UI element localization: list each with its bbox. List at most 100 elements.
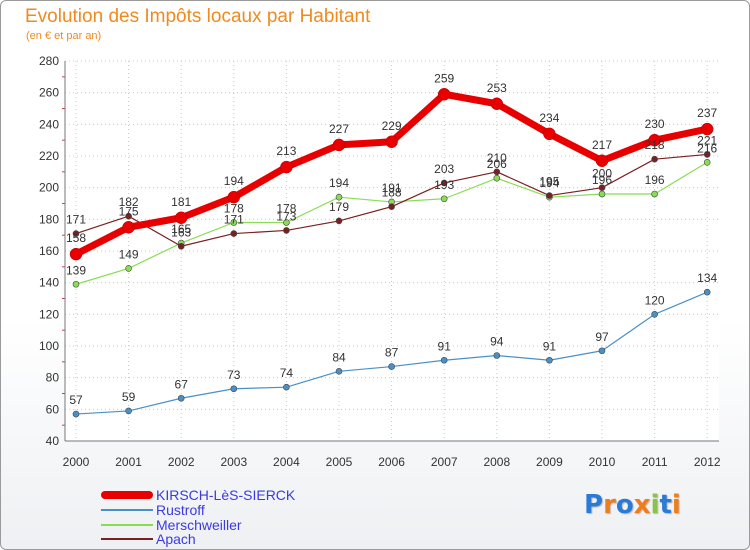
y-tick-label: 160 [39,244,59,258]
data-label: 97 [595,330,609,344]
data-point [283,383,290,391]
data-point [703,288,711,296]
data-label: 194 [539,176,559,190]
data-point [493,352,501,359]
proxiti-logo: Proxiti [584,490,681,524]
data-label: 84 [332,350,346,364]
y-tick-label: 100 [39,339,59,353]
data-label: 194 [224,174,244,188]
y-tick-label: 40 [46,434,60,448]
data-point [385,135,398,148]
y-tick-label: 260 [39,86,59,100]
data-point [388,203,395,210]
data-label: 179 [329,200,349,214]
data-label: 163 [171,225,191,239]
data-point [72,230,80,237]
legend-label: KIRSCH-LèS-SIERCK [156,487,296,503]
data-label: 181 [171,195,191,209]
data-point [490,97,504,110]
x-tick-label: 2010 [589,455,616,469]
data-label: 216 [697,141,717,155]
data-point [651,190,658,198]
data-point [177,394,185,402]
data-point [598,190,606,198]
x-tick-label: 2011 [642,455,668,469]
legend-item: Apach [1,532,401,546]
data-label: 139 [66,263,86,277]
data-label: 213 [276,144,296,158]
data-label: 188 [382,186,402,200]
data-label: 229 [382,119,402,133]
legend-item: KIRSCH-LèS-SIERCK [1,488,401,502]
y-tick-label: 220 [39,149,59,163]
x-tick-label: 2002 [168,455,195,469]
legend-item: Merschweiller [1,518,401,532]
data-label: 74 [280,366,294,380]
legend-swatch [101,538,153,540]
data-point [700,122,714,136]
data-point [230,219,238,226]
data-label: 182 [119,195,139,209]
data-label: 94 [490,335,504,349]
data-point [651,155,658,163]
data-label: 210 [487,151,507,165]
data-label: 200 [592,167,612,181]
data-point [283,227,290,234]
data-point [125,265,132,272]
data-label: 120 [645,293,665,307]
data-point [440,195,448,203]
data-label: 193 [434,178,454,192]
x-tick-label: 2000 [63,455,90,469]
data-point [546,192,553,199]
data-point [493,168,501,176]
logo-letter: i [650,490,660,520]
data-label: 203 [434,162,454,176]
y-tick-label: 140 [39,276,59,290]
data-label: 221 [697,133,717,147]
x-tick-label: 2012 [694,455,721,469]
data-point [648,133,661,147]
data-point [543,127,556,141]
data-label: 178 [276,202,296,216]
data-point [440,179,448,187]
data-point [230,385,238,393]
data-point [72,410,80,418]
data-point [332,138,346,152]
data-label: 230 [645,117,665,131]
x-tick-label: 2007 [431,455,458,469]
data-label: 218 [645,138,665,152]
data-point [437,88,451,101]
data-label: 178 [224,202,244,216]
data-label: 87 [385,346,399,360]
data-label: 234 [539,111,559,125]
logo-letter: P [584,490,604,520]
y-tick-label: 180 [39,212,59,226]
data-point [230,230,238,237]
data-point [227,190,241,204]
data-label: 158 [66,231,86,245]
logo-letter: t [659,490,672,520]
legend-label: Rustroff [156,502,205,518]
data-point [595,154,609,167]
data-label: 196 [645,173,665,187]
y-tick-label: 200 [39,181,59,195]
y-tick-label: 240 [39,117,59,131]
legend-swatch [101,491,153,499]
x-tick-label: 2001 [115,455,142,469]
data-point [703,159,711,166]
legend-swatch [101,524,153,526]
x-tick-label: 2006 [378,455,405,469]
data-label: 253 [487,81,507,95]
legend-item: Rustroff [1,503,401,517]
logo-letter: i [671,490,681,520]
data-point [440,356,448,364]
y-tick-label: 60 [46,402,60,416]
data-point [280,160,293,174]
data-label: 59 [122,390,136,404]
data-label: 217 [592,138,612,152]
y-tick-label: 120 [39,307,59,321]
data-label: 134 [697,271,717,285]
data-label: 175 [119,204,139,218]
data-label: 194 [329,176,349,190]
